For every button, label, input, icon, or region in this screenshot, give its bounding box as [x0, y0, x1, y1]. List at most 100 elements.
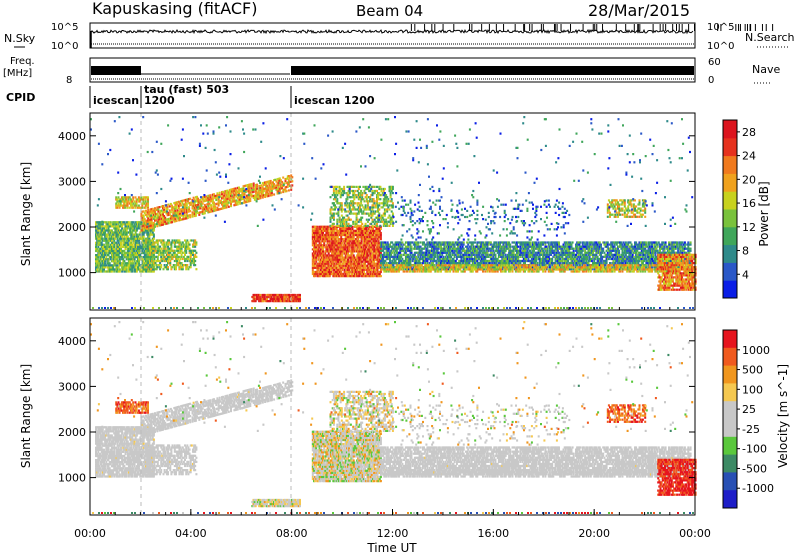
power-cell — [425, 251, 428, 254]
power-cell — [360, 240, 363, 243]
power-cell — [347, 233, 349, 237]
power-cell — [205, 205, 208, 208]
power-cell — [259, 300, 262, 303]
power-cell — [210, 206, 213, 209]
power-cell — [144, 206, 147, 209]
power-cell — [151, 231, 154, 234]
power-cell — [189, 201, 192, 204]
power-cell — [160, 213, 163, 216]
power-cell — [168, 257, 171, 261]
power-cell — [130, 225, 133, 228]
power-cell — [95, 221, 97, 224]
power-cell — [145, 229, 147, 232]
power-cell — [366, 258, 369, 261]
power-cell — [133, 260, 136, 263]
power-cell — [123, 268, 126, 271]
power-cell — [103, 229, 105, 232]
power-cell — [252, 186, 255, 189]
power-cell — [177, 262, 180, 265]
power-cell — [152, 243, 155, 246]
power-cell — [391, 245, 394, 248]
power-cell — [109, 251, 112, 255]
power-cell — [139, 200, 141, 203]
power-cell — [193, 249, 196, 252]
power-cell — [272, 295, 275, 299]
power-cell — [110, 251, 113, 255]
power-cell — [149, 220, 152, 223]
power-cell — [356, 189, 359, 193]
power-cell — [173, 255, 176, 258]
power-cell — [377, 194, 380, 197]
power-cell — [105, 258, 108, 261]
power-cell — [336, 220, 339, 223]
power-cell — [247, 186, 249, 189]
power-cell — [137, 251, 139, 255]
power-cell — [126, 258, 129, 261]
power-cell — [105, 229, 108, 232]
power-cell — [181, 257, 184, 261]
power-cell — [167, 203, 170, 206]
power-cell — [186, 216, 189, 219]
power-cell — [264, 181, 267, 184]
power-cell — [117, 262, 120, 265]
power-cell — [241, 191, 244, 194]
power-cell — [266, 193, 269, 196]
power-cell — [99, 266, 102, 269]
power-cell — [131, 225, 134, 228]
power-cell — [137, 245, 139, 248]
power-cell — [142, 226, 145, 229]
power-cell — [253, 295, 256, 299]
power-cell — [113, 264, 116, 267]
power-cell — [267, 186, 270, 189]
power-cell — [124, 196, 127, 199]
power-cell — [99, 247, 102, 250]
power-cell — [152, 270, 155, 273]
power-cell — [263, 298, 266, 301]
power-cell — [116, 239, 119, 242]
power-cell — [378, 212, 381, 215]
power-cell — [388, 214, 391, 217]
power-cell — [353, 206, 356, 209]
power-cell — [248, 189, 251, 193]
power-cell — [158, 220, 161, 223]
power-cell — [163, 215, 166, 218]
power-cell — [125, 241, 128, 244]
power-cell — [135, 233, 138, 236]
power-cell — [291, 300, 293, 303]
power-cell — [409, 253, 412, 256]
power-cell — [262, 293, 265, 297]
power-cell — [166, 218, 169, 221]
power-cell — [178, 245, 181, 248]
power-cell — [224, 204, 227, 207]
power-cell — [185, 202, 188, 205]
power-cell — [176, 215, 179, 218]
power-cell — [335, 189, 338, 193]
power-cell — [257, 293, 259, 297]
power-cell — [124, 247, 127, 250]
power-cell — [332, 260, 335, 263]
power-cell — [146, 219, 149, 222]
power-cell — [109, 264, 112, 267]
power-cell — [138, 237, 141, 240]
power-cell — [348, 242, 351, 245]
power-cell — [107, 225, 110, 228]
power-cell — [426, 259, 429, 263]
power-cell — [120, 200, 123, 203]
power-cell — [177, 215, 180, 218]
power-cell — [252, 295, 255, 299]
power-cell — [389, 222, 392, 225]
power-cell — [138, 225, 141, 228]
power-cell — [118, 198, 121, 201]
power-cell — [418, 247, 421, 250]
power-cell — [132, 254, 135, 257]
power-cell — [123, 227, 126, 230]
power-cell — [410, 249, 413, 252]
power-cell — [387, 249, 390, 252]
power-cell — [148, 245, 151, 248]
power-cell — [311, 260, 314, 263]
power-cell — [139, 235, 142, 238]
power-cell — [99, 251, 102, 255]
power-cell — [122, 229, 125, 232]
power-cell — [279, 295, 282, 299]
power-cell — [176, 249, 179, 252]
